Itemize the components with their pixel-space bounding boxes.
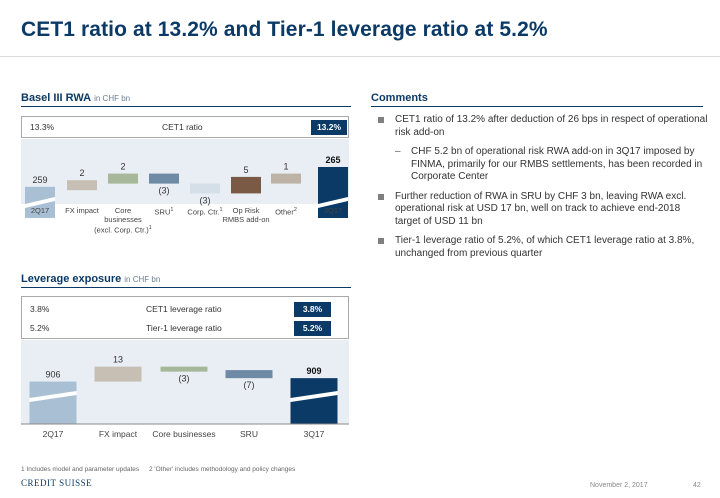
category-label: SRU1 <box>154 207 174 217</box>
category-label: FX impact <box>65 206 99 215</box>
category-label: 3Q17 <box>323 206 343 215</box>
rwa-waterfall-chart: 259 2 2 (3) (3) 5 1 265 <box>25 155 348 218</box>
waterfall-bar <box>29 381 77 424</box>
waterfall-bar <box>149 173 179 184</box>
comments-list: CET1 ratio of 13.2% after deduction of 2… <box>378 114 708 267</box>
comment-text: CHF 5.2 bn of operational risk RWA add-o… <box>411 146 703 182</box>
footnote-2: 2 'Other' includes methodology and polic… <box>148 466 296 473</box>
comment-item: Tier-1 leverage ratio of 5.2%, of which … <box>378 235 708 260</box>
category-label: Other2 <box>275 207 297 217</box>
category-label: 2Q17 <box>30 206 50 215</box>
category-label: 3Q17 <box>303 429 325 439</box>
credit-suisse-logo: CREDIT SUISSE <box>21 478 93 488</box>
leverage-ratio-box: 3.8% CET1 leverage ratio 3.8% 5.2% Tier-… <box>21 296 349 339</box>
leverage-row1-right: 3.8% <box>294 302 331 317</box>
comment-item: CET1 ratio of 13.2% after deduction of 2… <box>378 114 708 139</box>
comment-text: Further reduction of RWA in SRU by CHF 3… <box>395 190 687 227</box>
rwa-ratio-box: 13.3% CET1 ratio 13.2% <box>21 116 349 138</box>
rwa-ratio-label: CET1 ratio <box>162 122 203 132</box>
category-label: Corp. Ctr.1 <box>187 207 223 217</box>
bullet-square-icon <box>378 193 384 200</box>
bullet-square-icon <box>378 117 384 123</box>
comments-heading: Comments <box>371 92 428 104</box>
value-label: (3) <box>200 196 211 206</box>
leverage-row2-left: 5.2% <box>30 323 50 333</box>
comment-text: Tier-1 leverage ratio of 5.2%, of which … <box>395 235 695 259</box>
footnote-1: 1 Includes model and parameter updates <box>21 466 140 473</box>
category-label: Op Risk RMBS add-on <box>222 206 270 224</box>
value-label: 1 <box>283 162 288 172</box>
waterfall-bar <box>318 167 348 218</box>
leverage-row2-label: Tier-1 leverage ratio <box>146 323 222 333</box>
rwa-heading-rule <box>21 106 351 107</box>
value-label: (3) <box>179 374 190 384</box>
waterfall-bar <box>225 370 273 379</box>
value-label: 906 <box>45 370 60 380</box>
comment-text: CET1 ratio of 13.2% after deduction of 2… <box>395 114 708 138</box>
leverage-waterfall-chart: 906 13 (3) (7) 909 <box>21 355 349 425</box>
rwa-ratio-right: 13.2% <box>311 120 347 135</box>
waterfall-bar <box>67 180 97 191</box>
value-label: 5 <box>243 165 248 175</box>
value-label: 909 <box>306 366 321 376</box>
value-label: 13 <box>113 355 123 365</box>
axis-break-mark <box>29 391 77 402</box>
axis-break-mark <box>290 391 338 402</box>
waterfall-bar <box>271 173 301 184</box>
leverage-row1-label: CET1 leverage ratio <box>146 304 222 314</box>
page-number: 42 <box>693 482 701 489</box>
category-label: SRU <box>240 429 258 439</box>
value-label: 2 <box>120 162 125 172</box>
rwa-unit: in CHF bn <box>94 94 131 103</box>
category-label: Core businesses <box>152 429 216 439</box>
dash-bullet-icon: – <box>395 146 401 157</box>
category-label: Core businesses (excl. Corp. Ctr.)1 <box>94 206 152 235</box>
value-label: (7) <box>244 380 255 390</box>
leverage-heading-text: Leverage exposure <box>21 273 122 285</box>
rwa-ratio-left: 13.3% <box>30 122 55 132</box>
leverage-heading-rule <box>21 287 351 288</box>
rwa-chart-band <box>21 139 349 204</box>
rwa-heading: Basel III RWA in CHF bn <box>21 92 130 104</box>
comment-subitem: – CHF 5.2 bn of operational risk RWA add… <box>378 146 708 184</box>
footnotes: 1 Includes model and parameter updates 2… <box>21 466 295 473</box>
waterfall-bar <box>190 183 220 194</box>
waterfall-bar <box>160 366 208 372</box>
waterfall-bar <box>94 366 142 382</box>
axis-break-mark <box>318 197 348 208</box>
title-divider <box>0 56 720 57</box>
waterfall-bar <box>108 173 138 184</box>
waterfall-bar <box>231 176 261 194</box>
value-label: 259 <box>32 175 47 185</box>
waterfall-bar <box>290 378 338 424</box>
leverage-row1-left: 3.8% <box>30 304 50 314</box>
page-title: CET1 ratio at 13.2% and Tier-1 leverage … <box>21 18 548 41</box>
leverage-row2-right: 5.2% <box>294 321 331 336</box>
comment-item: Further reduction of RWA in SRU by CHF 3… <box>378 191 708 229</box>
rwa-heading-text: Basel III RWA <box>21 92 92 104</box>
leverage-unit: in CHF bn <box>124 275 161 284</box>
footer-date: November 2, 2017 <box>590 482 648 489</box>
comments-heading-rule <box>371 106 703 107</box>
category-label: FX impact <box>98 429 138 439</box>
leverage-heading: Leverage exposure in CHF bn <box>21 273 160 285</box>
bullet-square-icon <box>378 238 384 244</box>
value-label: (3) <box>159 186 170 196</box>
axis-break-mark <box>25 197 55 208</box>
category-label: 2Q17 <box>42 429 64 439</box>
value-label: 2 <box>79 168 84 178</box>
value-label: 265 <box>325 155 340 165</box>
